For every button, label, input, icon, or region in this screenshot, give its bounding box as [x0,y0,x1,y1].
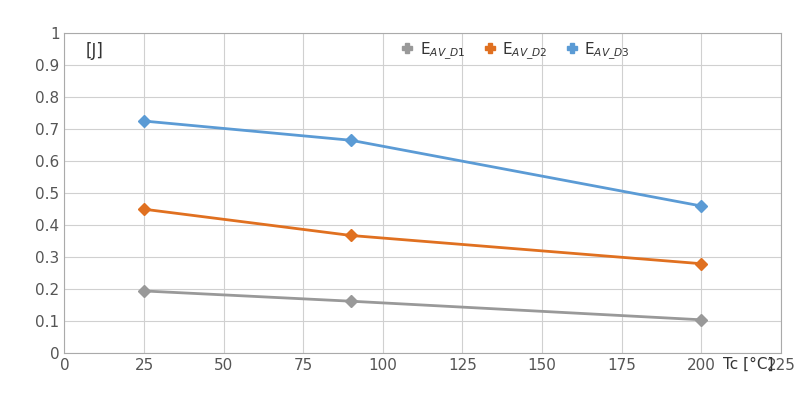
E$_{AV\_D1}$ [139,289,149,293]
E$_{AV\_D3}$ [139,119,149,124]
Text: [J]: [J] [86,42,104,60]
Line: E$_{AV\_D1}$: E$_{AV\_D1}$ [140,287,705,324]
E$_{AV\_D2}$ [139,207,149,212]
Line: E$_{AV\_D2}$: E$_{AV\_D2}$ [140,205,705,268]
E$_{AV\_D2}$ [346,233,356,238]
E$_{AV\_D1}$ [696,317,706,322]
E$_{AV\_D1}$ [346,299,356,304]
E$_{AV\_D2}$ [696,261,706,266]
Line: E$_{AV\_D3}$: E$_{AV\_D3}$ [140,117,705,210]
Legend: E$_{AV\_D1}$, E$_{AV\_D2}$, E$_{AV\_D3}$: E$_{AV\_D1}$, E$_{AV\_D2}$, E$_{AV\_D3}$ [402,41,630,62]
Text: Tc [°C]: Tc [°C] [723,357,774,372]
E$_{AV\_D3}$ [346,138,356,143]
E$_{AV\_D3}$ [696,203,706,208]
